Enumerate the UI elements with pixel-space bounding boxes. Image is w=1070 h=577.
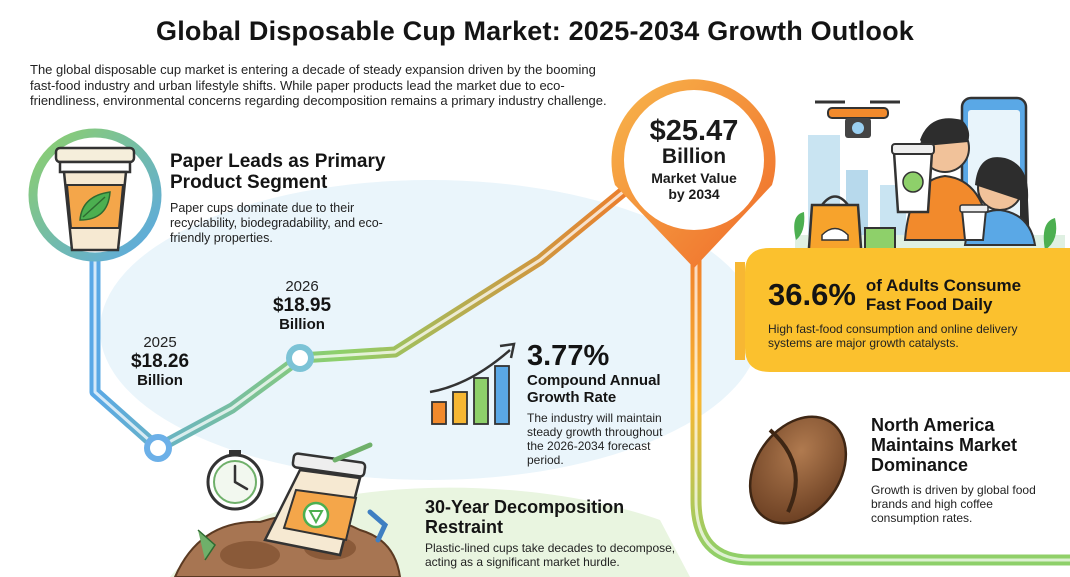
na-heading-line1: North America [871, 415, 995, 435]
unit-2034: Billion [661, 145, 727, 168]
cagr-block: 3.77% Compound Annual Growth Rate The in… [527, 340, 697, 467]
unit-2025: Billion [137, 372, 183, 389]
fast-food-panel [745, 248, 1070, 372]
year-2026: 2026 [285, 278, 319, 295]
cagr-label-line1: Compound Annual [527, 372, 661, 389]
fastfood-headline: 36.6% of Adults Consume Fast Food Daily [768, 276, 1058, 314]
na-body: Growth is driven by global food brands a… [871, 483, 1036, 525]
decomposition-block: 30-Year Decomposition Restraint Plastic-… [425, 497, 695, 569]
fastfood-block: 36.6% of Adults Consume Fast Food Daily … [768, 276, 1058, 350]
na-heading-line2: Maintains Market [871, 435, 1018, 455]
value-2034: $25.47 [649, 115, 739, 147]
value-2026: $18.95 [272, 295, 332, 316]
paper-segment-block: Paper Leads as Primary Product Segment P… [170, 151, 430, 246]
recycle-icon [302, 501, 330, 529]
coffee-bean-icon [748, 415, 848, 525]
value-2034-block: $25.47 Billion Market Value by 2034 [634, 116, 754, 202]
paper-heading-line1: Paper Leads as Primary [170, 151, 386, 172]
cagr-body: The industry will maintain steady growth… [527, 411, 663, 467]
page-title: Global Disposable Cup Market: 2025-2034 … [156, 16, 914, 46]
plant-icon [1043, 218, 1057, 250]
value-2025: $18.26 [130, 351, 190, 372]
drone-icon [815, 100, 900, 138]
plant-icon [794, 212, 805, 240]
cagr-label-line2: Growth Rate [527, 389, 617, 406]
leaf-debris-icon [197, 529, 216, 561]
paper-body: Paper cups dominate due to their recycla… [170, 201, 383, 245]
year-2025: 2025 [143, 334, 177, 351]
na-heading-line3: Dominance [871, 455, 969, 475]
coffee-cup-woman-icon [959, 204, 989, 241]
coffee-cup-man-icon [891, 143, 935, 214]
node-2026 [286, 344, 314, 372]
clock-icon [206, 450, 264, 511]
fastfood-value: 36.6% [768, 277, 856, 312]
wrench-icon [367, 509, 389, 543]
decomposition-heading-line2: Restraint [425, 517, 504, 537]
fastfood-label-line1: of Adults Consume [865, 276, 1022, 295]
leaf-icon [79, 191, 111, 221]
fastfood-body: High fast-food consumption and online de… [768, 322, 1018, 350]
caption-2034-line2: by 2034 [668, 186, 720, 202]
bar-chart-icon [429, 342, 516, 425]
unit-2026: Billion [279, 316, 325, 333]
paper-heading-line2: Product Segment [170, 172, 328, 193]
map-pin-2034 [611, 79, 776, 269]
point-2026: 2026 $18.95 Billion [252, 278, 352, 333]
cagr-value: 3.77% [527, 340, 610, 372]
decomposition-heading-line1: 30-Year Decomposition [425, 497, 625, 517]
decomposition-body: Plastic-lined cups take decades to decom… [425, 541, 676, 569]
caption-2034-line1: Market Value [651, 170, 737, 186]
northamerica-block: North America Maintains Market Dominance… [871, 415, 1061, 525]
point-2025: 2025 $18.26 Billion [110, 334, 210, 389]
intro-paragraph: The global disposable cup market is ente… [30, 62, 607, 108]
fastfood-label-line2: Fast Food Daily [865, 295, 993, 314]
node-2025 [144, 434, 172, 462]
